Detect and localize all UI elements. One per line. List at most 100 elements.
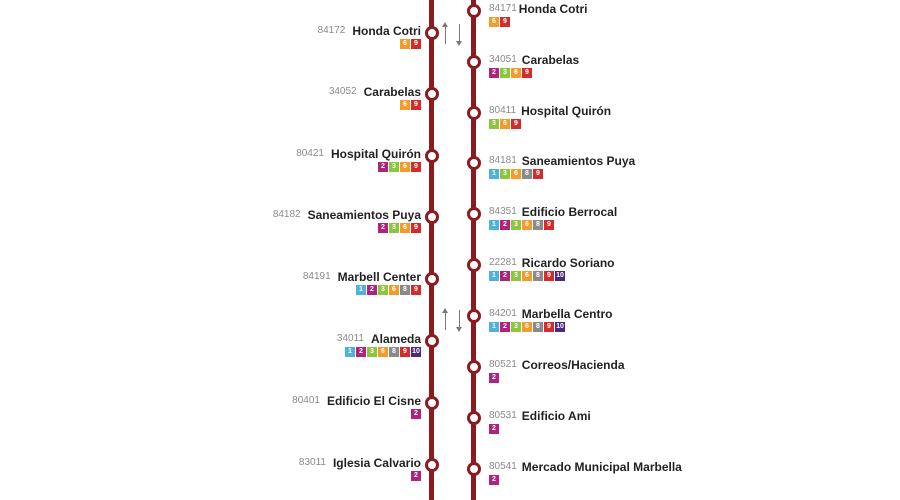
route-badge[interactable]: 9 xyxy=(411,285,421,295)
route-badge[interactable]: 8 xyxy=(533,271,543,281)
route-badge[interactable]: 9 xyxy=(522,68,532,78)
route-badge[interactable]: 1 xyxy=(489,169,499,179)
route-badge[interactable]: 6 xyxy=(511,169,521,179)
route-badge[interactable]: 3 xyxy=(511,271,521,281)
route-badge[interactable]: 3 xyxy=(378,285,388,295)
route-badge[interactable]: 3 xyxy=(500,169,510,179)
stop-marker[interactable] xyxy=(424,458,439,472)
route-badge[interactable]: 6 xyxy=(489,17,499,27)
route-badge[interactable]: 9 xyxy=(411,39,421,49)
stop-marker[interactable] xyxy=(424,334,439,348)
stop-marker[interactable] xyxy=(466,411,481,425)
route-badge[interactable]: 10 xyxy=(411,347,421,357)
route-badge[interactable]: 2 xyxy=(489,475,499,485)
stop-name[interactable]: Edificio Berrocal xyxy=(521,205,618,219)
stop-name[interactable]: Edificio Ami xyxy=(521,409,591,423)
route-badge[interactable]: 2 xyxy=(367,285,377,295)
route-badge[interactable]: 3 xyxy=(511,322,521,332)
stop-name[interactable]: Hospital Quirón xyxy=(521,104,612,118)
stop-name[interactable]: Hospital Quirón xyxy=(331,147,421,161)
stop-marker[interactable] xyxy=(424,149,439,163)
stop-marker[interactable] xyxy=(466,258,481,272)
stop-name[interactable]: Honda Cotri xyxy=(518,2,588,16)
route-badge[interactable]: 8 xyxy=(522,169,532,179)
route-badge[interactable]: 9 xyxy=(511,119,521,129)
route-badge[interactable]: 6 xyxy=(500,119,510,129)
route-badge[interactable]: 1 xyxy=(345,347,355,357)
route-badge[interactable]: 1 xyxy=(356,285,366,295)
stop-marker[interactable] xyxy=(466,156,481,170)
route-badge[interactable]: 9 xyxy=(500,17,510,27)
route-badge[interactable]: 2 xyxy=(378,162,388,172)
route-badge[interactable]: 9 xyxy=(411,162,421,172)
route-badge[interactable]: 1 xyxy=(489,271,499,281)
route-badge[interactable]: 2 xyxy=(489,424,499,434)
stop-name[interactable]: Carabelas xyxy=(363,85,421,99)
stop-marker[interactable] xyxy=(424,272,439,286)
stop-name[interactable]: Alameda xyxy=(370,332,421,346)
route-badge[interactable]: 9 xyxy=(533,169,543,179)
route-badge[interactable]: 2 xyxy=(356,347,366,357)
route-badge[interactable]: 9 xyxy=(411,223,421,233)
route-badge[interactable]: 2 xyxy=(500,322,510,332)
route-badge[interactable]: 10 xyxy=(555,271,565,281)
stop-marker[interactable] xyxy=(424,26,439,40)
route-badge[interactable]: 9 xyxy=(544,271,554,281)
stop-name[interactable]: Marbella Centro xyxy=(521,307,613,321)
route-badge[interactable]: 3 xyxy=(511,220,521,230)
route-badge[interactable]: 8 xyxy=(389,347,399,357)
stop-name[interactable]: Marbell Center xyxy=(337,270,421,284)
stop-marker[interactable] xyxy=(424,87,439,101)
stop-marker[interactable] xyxy=(424,396,439,410)
route-badge[interactable]: 6 xyxy=(511,68,521,78)
route-badge[interactable]: 3 xyxy=(389,223,399,233)
route-badge[interactable]: 8 xyxy=(533,220,543,230)
route-badge[interactable]: 3 xyxy=(367,347,377,357)
stop-marker[interactable] xyxy=(466,462,481,476)
route-badge[interactable]: 6 xyxy=(389,285,399,295)
route-badge[interactable]: 2 xyxy=(500,220,510,230)
route-badge[interactable]: 6 xyxy=(522,271,532,281)
route-badge[interactable]: 9 xyxy=(411,100,421,110)
route-badge[interactable]: 6 xyxy=(400,39,410,49)
route-badge[interactable]: 6 xyxy=(378,347,388,357)
route-badge[interactable]: 6 xyxy=(400,223,410,233)
route-badge[interactable]: 6 xyxy=(400,100,410,110)
stop-name[interactable]: Edificio El Cisne xyxy=(326,394,421,408)
route-badge[interactable]: 8 xyxy=(400,285,410,295)
route-badge[interactable]: 2 xyxy=(378,223,388,233)
route-badge[interactable]: 3 xyxy=(489,119,499,129)
stop-marker[interactable] xyxy=(466,309,481,323)
stop-marker[interactable] xyxy=(466,106,481,120)
stop-marker[interactable] xyxy=(466,55,481,69)
route-badge[interactable]: 1 xyxy=(489,322,499,332)
stop-marker[interactable] xyxy=(466,4,481,18)
stop-name[interactable]: Honda Cotri xyxy=(352,24,421,38)
stop-name[interactable]: Iglesia Calvario xyxy=(332,456,421,470)
route-badge[interactable]: 2 xyxy=(411,409,421,419)
stop-marker[interactable] xyxy=(424,210,439,224)
stop-name[interactable]: Ricardo Soriano xyxy=(521,256,615,270)
route-badge[interactable]: 2 xyxy=(411,471,421,481)
stop-marker[interactable] xyxy=(466,207,481,221)
route-badge[interactable]: 2 xyxy=(489,373,499,383)
route-badge[interactable]: 2 xyxy=(500,271,510,281)
stop-name[interactable]: Saneamientos Puya xyxy=(307,208,421,222)
route-badge[interactable]: 3 xyxy=(389,162,399,172)
route-badge[interactable]: 9 xyxy=(544,322,554,332)
route-badge[interactable]: 6 xyxy=(522,220,532,230)
route-badge[interactable]: 9 xyxy=(544,220,554,230)
stop-name[interactable]: Mercado Municipal Marbella xyxy=(521,460,682,474)
route-badge[interactable]: 8 xyxy=(533,322,543,332)
stop-name[interactable]: Carabelas xyxy=(521,53,580,67)
route-badge[interactable]: 6 xyxy=(522,322,532,332)
route-badge[interactable]: 3 xyxy=(500,68,510,78)
route-badge[interactable]: 9 xyxy=(400,347,410,357)
route-badge[interactable]: 2 xyxy=(489,68,499,78)
route-badge[interactable]: 10 xyxy=(555,322,565,332)
route-badge[interactable]: 6 xyxy=(400,162,410,172)
stop-name[interactable]: Correos/Hacienda xyxy=(521,358,625,372)
stop-marker[interactable] xyxy=(466,360,481,374)
route-badge[interactable]: 1 xyxy=(489,220,499,230)
stop-name[interactable]: Saneamientos Puya xyxy=(521,154,636,168)
